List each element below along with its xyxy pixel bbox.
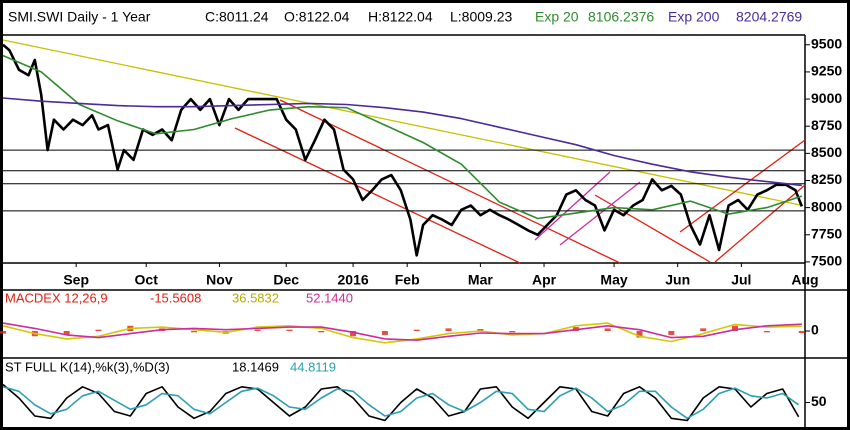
histogram-bar	[509, 331, 516, 333]
x-tick-label: Mar	[468, 272, 493, 288]
quote-close: C:8011.24	[205, 9, 269, 25]
panel-headers: MACDEX 12,26,9 -15.5608 36.5832 52.1440 …	[5, 290, 353, 374]
histogram-bar	[350, 331, 357, 337]
y-tick-label: 8750	[811, 117, 842, 133]
header: SMI.SWI Daily - 1 Year C:8011.24 O:8122.…	[8, 9, 802, 25]
readout: 18.1469	[232, 359, 279, 374]
readout: 44.8119	[290, 359, 336, 374]
chart-title: SMI.SWI Daily - 1 Year	[8, 9, 151, 25]
background	[3, 3, 847, 427]
y-tick-label: 8000	[811, 198, 842, 214]
legend-value: 8204.2769	[736, 9, 802, 25]
legend-label: Exp 20	[535, 9, 579, 25]
histogram-bar	[318, 331, 325, 333]
histogram-bar	[668, 331, 675, 335]
histogram-bar	[731, 325, 738, 331]
trend-line	[2, 39, 801, 206]
y-tick-label: 9250	[811, 63, 842, 79]
series-line	[2, 54, 803, 220]
quote-open: O:8122.04	[284, 9, 350, 25]
trend-line	[279, 99, 621, 264]
histogram-bar	[604, 328, 611, 331]
trend-line	[679, 139, 806, 233]
macd-title: MACDEX 12,26,9	[5, 290, 108, 305]
histogram-bar	[763, 331, 770, 333]
series-line	[2, 386, 800, 420]
frame	[3, 34, 847, 427]
x-tick-label: Dec	[273, 272, 299, 288]
series-line	[2, 43, 804, 257]
x-tick-label: Nov	[206, 272, 233, 288]
histogram-bar	[95, 329, 102, 331]
readout: -15.5608	[150, 290, 201, 305]
legend-label: Exp 200	[668, 9, 720, 25]
series-line	[2, 97, 802, 187]
x-tick-label: Jul	[731, 272, 751, 288]
histogram-bar	[0, 331, 6, 334]
series-line	[2, 322, 802, 344]
readout: 52.1440	[306, 290, 353, 305]
y-tick-label: 50	[811, 393, 827, 409]
histogram-bar	[798, 331, 805, 334]
y-tick-label: 7750	[811, 225, 842, 241]
x-tick-label: 2016	[338, 272, 369, 288]
x-tick-label: Feb	[395, 272, 420, 288]
x-tick-label: Jun	[665, 272, 690, 288]
trend-lines	[2, 39, 806, 264]
histogram-bar	[381, 331, 388, 335]
trend-line	[594, 194, 711, 263]
x-tick-label: Aug	[791, 272, 818, 288]
x-tick-label: Oct	[135, 272, 159, 288]
histogram-bar	[636, 331, 643, 338]
quote-low: L:8009.23	[450, 9, 512, 25]
y-tick-label: 9500	[811, 35, 842, 51]
y-tick-label: 9000	[811, 90, 842, 106]
legend-value: 8106.2376	[588, 9, 654, 25]
x-tick-label: Apr	[532, 272, 557, 288]
stoch-title: ST FULL K(14),%k(3),%D(3)	[5, 359, 170, 374]
series-line	[2, 322, 802, 341]
histogram-bar	[254, 329, 261, 331]
trend-line	[559, 181, 641, 246]
histogram-bar	[445, 328, 452, 331]
x-tick-label: May	[600, 272, 627, 288]
y-tick-label: 8250	[811, 171, 842, 187]
y-tick-label: 0	[811, 322, 819, 338]
readout: 36.5832	[232, 290, 279, 305]
histogram-bar	[700, 328, 707, 331]
histogram-bar	[286, 329, 293, 331]
y-tick-label: 7500	[811, 253, 842, 269]
histogram-bar	[477, 329, 484, 331]
histogram-bar	[413, 329, 420, 331]
x-tick-label: Sep	[63, 272, 89, 288]
histogram-bar	[190, 331, 197, 333]
y-tick-label: 8500	[811, 144, 842, 160]
trend-line	[714, 184, 806, 263]
quote-high: H:8122.04	[368, 9, 433, 25]
histogram-bar	[63, 331, 70, 335]
